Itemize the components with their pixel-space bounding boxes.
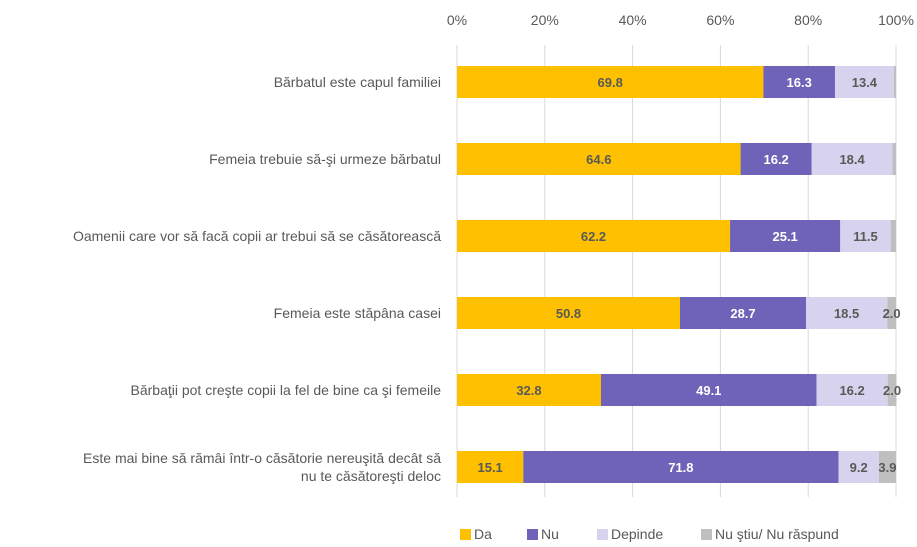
bar-segment (730, 220, 841, 252)
legend-label: Nu (541, 526, 559, 542)
data-label: 49.1 (696, 383, 721, 398)
category-label: Bărbatul este capul familiei (274, 74, 441, 90)
category-label: Bărbaţii pot creşte copii la fel de bine… (131, 382, 442, 398)
legend-label: Depinde (611, 526, 663, 542)
bar-segment (890, 220, 896, 252)
legend-swatch (527, 529, 538, 540)
data-label: 32.8 (516, 383, 541, 398)
bar-segment (457, 374, 601, 406)
data-label: 9.2 (850, 460, 868, 475)
x-tick-label: 40% (619, 12, 647, 28)
bar-segment (892, 143, 896, 175)
x-tick-label: 0% (447, 12, 467, 28)
bar-segment (457, 297, 681, 329)
bar-segment (457, 220, 731, 252)
data-label: 28.7 (730, 306, 755, 321)
x-tick-label: 80% (794, 12, 822, 28)
category-label: Este mai bine să rămâi într-o căsătorie … (83, 450, 441, 466)
legend-swatch (460, 529, 471, 540)
bar-segment (893, 66, 896, 98)
category-label: Oamenii care vor să facă copii ar trebui… (73, 228, 441, 244)
data-label: 16.3 (787, 75, 812, 90)
data-label: 16.2 (839, 383, 864, 398)
data-label: 25.1 (772, 229, 797, 244)
data-label: 13.4 (852, 75, 878, 90)
legend-label: Da (474, 526, 492, 542)
bar-segment (816, 374, 888, 406)
data-label: 11.5 (853, 229, 878, 244)
data-label: 64.6 (586, 152, 611, 167)
data-label: 3.9 (878, 460, 896, 475)
bar-segment (811, 143, 893, 175)
bar-segment (600, 374, 817, 406)
bar-segment (840, 220, 891, 252)
bar-segment (838, 451, 879, 483)
data-label: 71.8 (668, 460, 693, 475)
category-label: Femeia trebuie să-şi urmeze bărbatul (209, 151, 441, 167)
x-tick-label: 20% (531, 12, 559, 28)
bar-segment (523, 451, 839, 483)
category-label: nu te căsătoreşti deloc (301, 468, 441, 484)
legend-label: Nu ştiu/ Nu răspund (715, 526, 839, 542)
bar-segment (457, 451, 524, 483)
bar-segment (834, 66, 894, 98)
data-label: 62.2 (581, 229, 606, 244)
data-label: 2.0 (883, 383, 901, 398)
x-tick-label: 100% (878, 12, 914, 28)
bar-segment (887, 297, 896, 329)
data-label: 69.8 (598, 75, 623, 90)
data-label: 16.2 (763, 152, 788, 167)
bar-segment (680, 297, 807, 329)
data-label: 50.8 (556, 306, 581, 321)
legend-swatch (701, 529, 712, 540)
bar-segment (887, 374, 897, 406)
data-label: 18.4 (839, 152, 865, 167)
bar-segment (457, 143, 741, 175)
x-tick-label: 60% (706, 12, 734, 28)
bar-segment (806, 297, 888, 329)
category-label: Femeia este stăpâna casei (274, 305, 441, 321)
data-label: 18.5 (834, 306, 859, 321)
bar-segment (878, 451, 896, 483)
bar-segment (740, 143, 812, 175)
bar-segment (763, 66, 835, 98)
bar-segment (457, 66, 764, 98)
data-label: 15.1 (477, 460, 502, 475)
data-label: 2.0 (883, 306, 901, 321)
legend-swatch (597, 529, 608, 540)
